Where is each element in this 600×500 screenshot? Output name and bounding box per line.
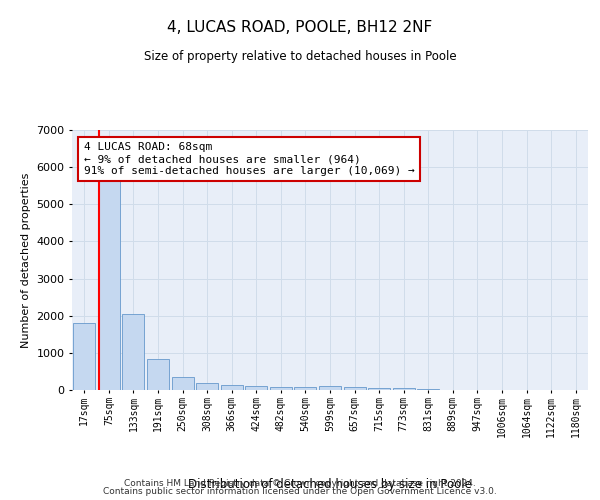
Y-axis label: Number of detached properties: Number of detached properties: [20, 172, 31, 348]
Bar: [295, 387, 316, 390]
Bar: [221, 385, 243, 390]
Bar: [392, 388, 415, 390]
Bar: [196, 382, 218, 390]
Text: 4, LUCAS ROAD, POOLE, BH12 2NF: 4, LUCAS ROAD, POOLE, BH12 2NF: [167, 20, 433, 35]
Bar: [368, 388, 390, 390]
X-axis label: Distribution of detached houses by size in Poole: Distribution of detached houses by size …: [188, 478, 472, 492]
Bar: [319, 386, 341, 390]
Text: Size of property relative to detached houses in Poole: Size of property relative to detached ho…: [143, 50, 457, 63]
Bar: [98, 174, 120, 390]
Text: Contains HM Land Registry data © Crown copyright and database right 2024.: Contains HM Land Registry data © Crown c…: [124, 478, 476, 488]
Text: 4 LUCAS ROAD: 68sqm
← 9% of detached houses are smaller (964)
91% of semi-detach: 4 LUCAS ROAD: 68sqm ← 9% of detached hou…: [84, 142, 415, 176]
Text: Contains public sector information licensed under the Open Government Licence v3: Contains public sector information licen…: [103, 487, 497, 496]
Bar: [270, 387, 292, 390]
Bar: [245, 386, 268, 390]
Bar: [73, 323, 95, 390]
Bar: [344, 388, 365, 390]
Bar: [417, 388, 439, 390]
Bar: [147, 359, 169, 390]
Bar: [172, 378, 194, 390]
Bar: [122, 314, 145, 390]
